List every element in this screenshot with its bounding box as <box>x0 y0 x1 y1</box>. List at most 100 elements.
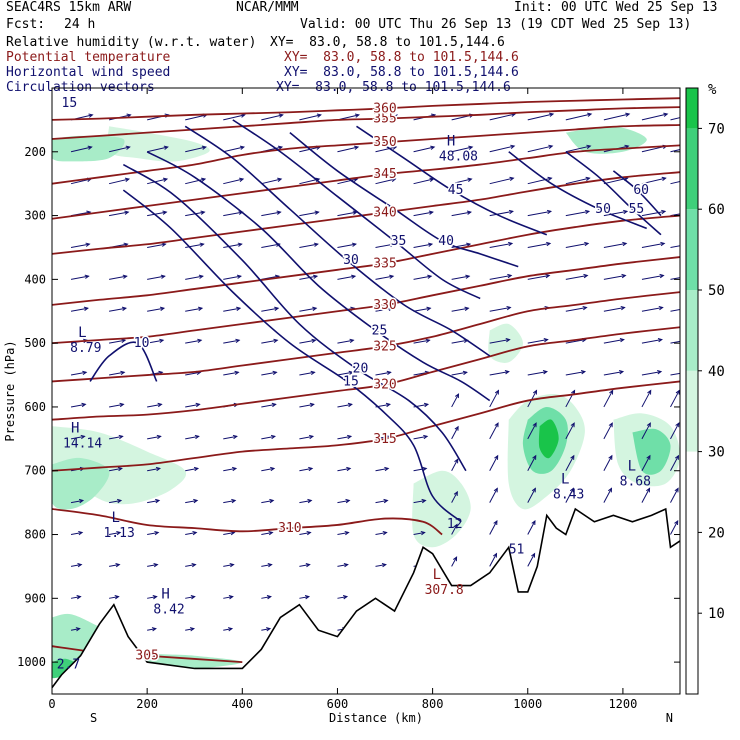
wind-vector-head <box>160 274 166 279</box>
wind-vector-head <box>583 273 589 279</box>
theta-label-345: 345 <box>373 167 396 182</box>
wind-vector <box>565 177 590 185</box>
wind-vector-head <box>192 530 198 536</box>
wind-label-10: 10 <box>134 336 150 351</box>
wind-contour-55 <box>565 151 662 236</box>
wind-vector <box>109 339 126 344</box>
wind-vector-head <box>82 370 88 376</box>
wind-vector <box>337 339 354 344</box>
wind-vector <box>223 243 242 248</box>
wind-vector <box>641 339 662 344</box>
theta-contour-340 <box>52 171 680 255</box>
extremum-type-2: L <box>111 510 119 526</box>
field-name-rh: Relative humidity (w.r.t. water) <box>6 35 257 50</box>
wind-vector-head <box>195 402 201 408</box>
wind-vector-head <box>382 530 388 536</box>
wind-vector <box>565 422 575 440</box>
wind-vector-head <box>227 627 234 632</box>
wind-vector <box>603 113 630 121</box>
wind-vector <box>641 307 663 312</box>
wind-vector <box>527 553 536 567</box>
wind-vector <box>223 532 235 536</box>
wind-vector-head <box>660 241 666 247</box>
wind-vector <box>147 178 168 185</box>
wind-vector-head <box>675 422 680 428</box>
wind-vector <box>375 467 389 472</box>
wind-vector-head <box>661 176 667 182</box>
wind-vector <box>527 488 536 503</box>
extremum-value-6: 8.43 <box>553 487 584 502</box>
wind-vector-head <box>546 241 552 247</box>
wind-vector-head <box>494 454 499 460</box>
wind-vector-head <box>607 487 613 493</box>
wind-vector <box>641 274 664 280</box>
wind-vector-head <box>161 242 167 247</box>
wind-vector-head <box>646 454 651 460</box>
wind-vector-head <box>389 274 395 279</box>
wind-contour-25 <box>146 151 491 402</box>
wind-vector-head <box>625 112 631 117</box>
wind-vector-head <box>582 305 588 311</box>
wind-vector <box>527 177 552 185</box>
wind-vector-head <box>193 498 199 504</box>
wind-vector <box>603 488 612 503</box>
wind-vector-head <box>493 487 498 493</box>
wind-vector-head <box>531 552 536 558</box>
wind-vector <box>70 532 83 536</box>
wind-vector-head <box>309 402 315 408</box>
theta-label-360: 360 <box>373 101 396 116</box>
wind-vector-head <box>618 370 625 375</box>
wind-vector <box>451 491 458 503</box>
wind-vector <box>565 455 575 471</box>
wind-vector-head <box>608 454 613 460</box>
wind-vector <box>670 390 680 408</box>
wind-vector <box>641 422 651 440</box>
wind-vector <box>413 275 432 280</box>
theta-contour-345 <box>52 144 680 220</box>
wind-vector <box>109 499 122 504</box>
wind-vector-head <box>510 144 516 149</box>
wind-vector-head <box>619 337 625 343</box>
wind-vector <box>223 339 240 344</box>
theta-contour-355 <box>52 106 680 140</box>
wind-vector <box>413 211 433 217</box>
wind-vector <box>70 243 90 248</box>
wind-vector-head <box>646 487 651 493</box>
wind-vector <box>223 435 237 440</box>
organization-label: NCAR/MMM <box>236 0 299 15</box>
wind-vector-head <box>235 338 241 344</box>
x-tick-label-400: 400 <box>231 697 253 711</box>
wind-contour-60 <box>612 170 662 217</box>
wind-vector <box>451 393 459 408</box>
wind-vector <box>223 371 239 376</box>
wind-vector <box>670 488 679 503</box>
rh-patch-6 <box>412 470 471 548</box>
wind-vector <box>641 488 650 503</box>
wind-vector <box>185 403 200 408</box>
theta-label-340: 340 <box>373 205 396 220</box>
wind-vector-head <box>427 242 434 247</box>
wind-vector-head <box>349 338 355 344</box>
wind-vector <box>185 178 206 185</box>
wind-vector <box>261 243 280 248</box>
wind-vector <box>413 146 435 153</box>
wind-vector <box>603 274 626 280</box>
wind-vector <box>223 628 233 631</box>
wind-vector-head <box>342 595 349 600</box>
wind-vector-head <box>276 210 282 215</box>
wind-vector-head <box>548 144 554 149</box>
wind-vector <box>147 339 164 344</box>
colorbar-label-40: 40 <box>708 364 725 380</box>
theta-contour-315 <box>52 380 680 472</box>
stray-label-1: 2.7 <box>57 657 80 672</box>
wind-contour-20 <box>122 163 467 472</box>
wind-vector-head <box>453 523 458 529</box>
wind-vector-head <box>81 402 87 408</box>
terrain-profile <box>51 507 681 694</box>
wind-vector <box>70 307 88 312</box>
wind-vector <box>413 307 431 312</box>
wind-contour-35 <box>232 119 481 300</box>
wind-vector-head <box>76 595 82 600</box>
wind-vector-head <box>351 242 357 247</box>
extremum-value-0: 8.79 <box>70 341 101 356</box>
